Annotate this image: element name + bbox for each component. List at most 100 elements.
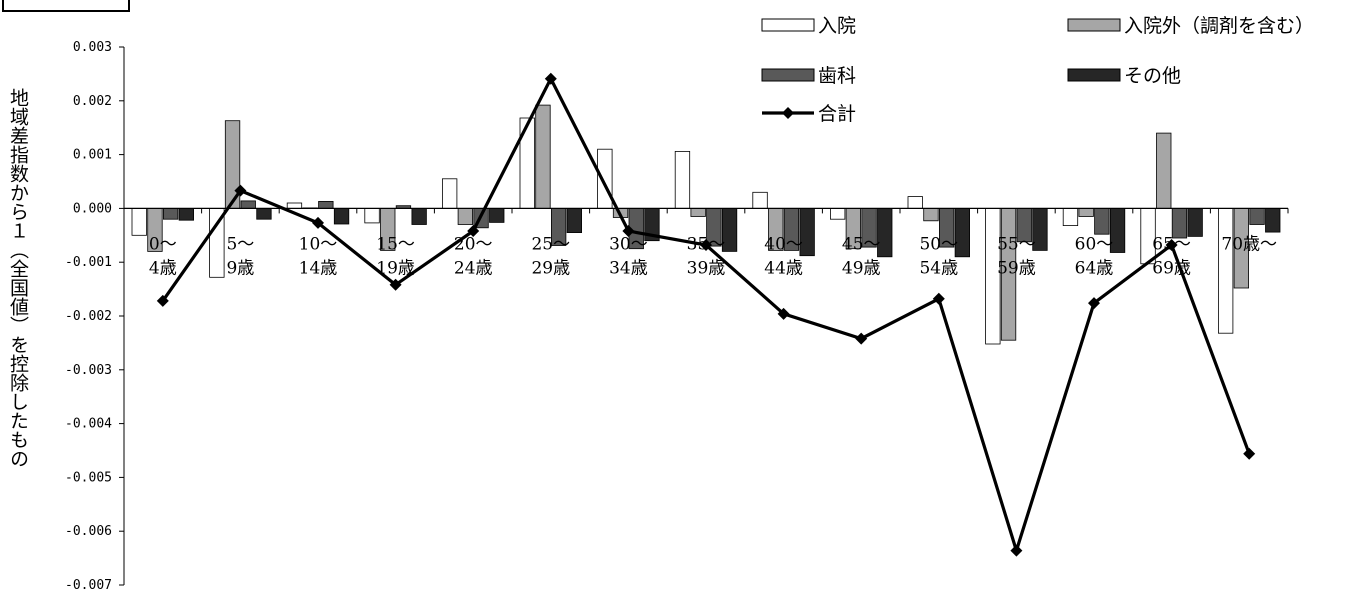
- total-point-10: [932, 292, 945, 305]
- legend-label-0: 入院: [818, 15, 856, 37]
- bar-2-0: [162, 207, 179, 220]
- x-category-label: 30～: [609, 234, 648, 254]
- x-category-label: 40～: [764, 234, 803, 254]
- x-category-label: 64歳: [1075, 258, 1114, 278]
- bar-0-10: [907, 196, 923, 209]
- x-category-label: 44歳: [764, 258, 803, 278]
- total-point-6: [622, 224, 635, 237]
- total-line: [161, 75, 1251, 556]
- corner-box: [2, 0, 130, 12]
- y-tick-label: 0.003: [73, 40, 112, 55]
- y-tick-label: -0.002: [65, 309, 112, 324]
- bar-0-8: [752, 191, 768, 209]
- bar-0-4: [441, 178, 458, 209]
- legend-swatch-3: [1067, 68, 1121, 82]
- legend-swatch-1: [1067, 18, 1121, 32]
- y-tick-label: -0.004: [65, 417, 112, 432]
- x-category-label: 69歳: [1152, 258, 1191, 278]
- x-category-label: 54歳: [919, 258, 958, 278]
- x-category-label: 59歳: [997, 258, 1036, 278]
- bar-0-12: [1062, 207, 1079, 226]
- x-category-label: 15～: [376, 234, 415, 254]
- total-point-2: [312, 216, 324, 229]
- bar-0-0: [131, 207, 147, 236]
- x-category-label: 49歳: [842, 258, 881, 278]
- bar-0-14: [1218, 207, 1234, 334]
- legend-label-1: 入院外（調剤を含む）: [1124, 15, 1314, 37]
- bars-layer: [131, 104, 1281, 345]
- legend-label-3: その他: [1124, 65, 1181, 87]
- total-point-5: [544, 72, 557, 85]
- bar-2-2: [318, 200, 334, 209]
- bar-1-7: [690, 207, 706, 217]
- x-category-label: 10～: [299, 234, 338, 254]
- axes-layer: 0.003 0.002 0.001 0.000 -0.001 -0.002 -0.003 -0…: [65, 40, 1289, 593]
- bar-3-4: [489, 207, 505, 223]
- total-point-14: [1243, 447, 1256, 460]
- bar-3-2: [333, 207, 350, 225]
- bar-3-1: [256, 207, 272, 220]
- x-category-label: 70歳～: [1221, 234, 1277, 254]
- legend-marker: [782, 107, 794, 119]
- y-tick-label: 0.001: [73, 148, 112, 163]
- x-category-label: 9歳: [226, 258, 254, 278]
- y-tick-label: -0.006: [65, 524, 112, 539]
- bar-0-3: [364, 207, 380, 224]
- y-axis-label: 地域差指数から１（全国値）を控除したもの: [7, 88, 29, 468]
- total-line-layer: [156, 72, 1256, 557]
- x-category-label: 14歳: [299, 258, 338, 278]
- legend-swatch-0: [761, 18, 815, 32]
- total-point-12: [1088, 297, 1100, 310]
- bar-3-14: [1265, 207, 1281, 233]
- total-point-8: [777, 307, 790, 320]
- x-category-label: 0～: [149, 234, 177, 254]
- x-category-label: 55～: [997, 234, 1036, 254]
- x-category-label: 60～: [1075, 234, 1114, 254]
- x-category-label: 50～: [919, 234, 958, 254]
- x-category-label: 39歳: [687, 258, 726, 278]
- bar-0-7: [674, 150, 691, 209]
- bar-3-0: [178, 207, 195, 221]
- bar-2-12: [1094, 207, 1110, 235]
- bar-1-5: [535, 104, 551, 209]
- bar-2-14: [1249, 207, 1265, 225]
- total-point-9: [855, 332, 868, 345]
- y-tick-label: -0.001: [65, 255, 112, 270]
- total-point-3: [389, 278, 402, 291]
- legend-swatch-2: [761, 68, 815, 82]
- bar-0-2: [286, 202, 303, 209]
- bar-3-5: [566, 207, 582, 233]
- y-tick-label: -0.003: [65, 363, 112, 378]
- bar-1-12: [1078, 207, 1094, 217]
- bar-1-13: [1156, 132, 1172, 209]
- x-category-label: 34歳: [609, 258, 648, 278]
- bar-2-1: [240, 200, 256, 209]
- y-tick-label: 0.002: [73, 94, 112, 109]
- legend-label-4: 合計: [818, 103, 856, 125]
- x-category-label: 24歳: [454, 258, 493, 278]
- total-point-0: [156, 294, 169, 307]
- total-point-13: [1165, 238, 1178, 251]
- total-point-1: [234, 184, 247, 197]
- bar-3-13: [1187, 207, 1203, 237]
- x-category-label: 20～: [454, 234, 493, 254]
- legend-label-2: 歯科: [818, 65, 856, 87]
- bar-0-9: [830, 207, 846, 220]
- bar-1-10: [923, 207, 939, 222]
- x-category-label: 4歳: [149, 258, 177, 278]
- y-tick-label: 0.000: [73, 201, 112, 216]
- total-point-11: [1010, 544, 1023, 557]
- x-category-label: 45～: [842, 234, 881, 254]
- bar-3-3: [411, 207, 427, 225]
- bar-0-6: [597, 148, 613, 209]
- total-point-7: [700, 238, 712, 251]
- total-point-4: [467, 224, 480, 237]
- x-category-label: 29歳: [531, 258, 570, 278]
- bar-1-4: [457, 207, 474, 225]
- x-category-label: 19歳: [376, 258, 415, 278]
- y-tick-label: -0.005: [65, 470, 112, 485]
- y-tick-label: -0.007: [65, 578, 112, 593]
- x-category-label: 25～: [531, 234, 570, 254]
